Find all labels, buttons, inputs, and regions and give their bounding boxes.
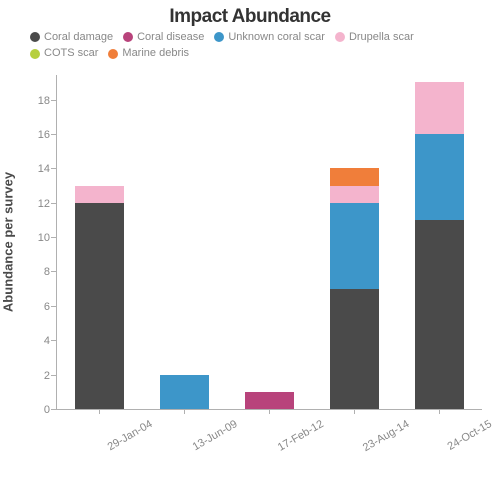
y-axis-label: Abundance per survey [1,172,16,312]
segment-marine_debris [330,168,379,185]
legend-label: Coral disease [137,30,204,44]
chart-title: Impact Abundance [0,0,500,28]
bar-17-Feb-12 [245,392,294,409]
legend-item-drupella_scar: Drupella scar [335,30,414,44]
bar-slot [57,75,142,409]
x-tick [269,409,270,414]
segment-drupella_scar [330,186,379,203]
x-tick [354,409,355,414]
x-label-slot: 13-Jun-09 [141,410,226,460]
y-tick: 18 [38,95,50,107]
y-tick: 8 [44,266,50,278]
marine_debris-swatch-icon [108,49,118,59]
plot-area [56,75,482,410]
segment-unknown_scar [415,134,464,220]
y-axis: Abundance per survey 024681012141618 [0,75,56,410]
segment-coral_damage [75,203,124,409]
bar-29-Jan-04 [75,186,124,409]
x-tick [184,409,185,414]
legend-label: Marine debris [122,46,189,60]
bar-slot [312,75,397,409]
segment-coral_damage [330,289,379,409]
unknown_scar-swatch-icon [214,32,224,42]
plot-region: Abundance per survey 024681012141618 29-… [0,75,500,410]
x-tick [439,409,440,414]
y-tick: 4 [44,335,50,347]
y-tick: 16 [38,129,50,141]
bar-13-Jun-09 [160,375,209,409]
impact-abundance-chart: { "chart": { "type": "stacked-bar", "tit… [0,0,500,500]
drupella_scar-swatch-icon [335,32,345,42]
x-tick [99,409,100,414]
segment-unknown_scar [330,203,379,289]
cots_scar-swatch-icon [30,49,40,59]
y-tick: 12 [38,198,50,210]
segment-coral_damage [415,220,464,409]
bars-container [57,75,482,409]
bar-slot [142,75,227,409]
y-tick: 6 [44,301,50,313]
legend-item-coral_damage: Coral damage [30,30,113,44]
legend-label: Unknown coral scar [228,30,325,44]
legend-item-cots_scar: COTS scar [30,46,98,60]
bar-24-Oct-15 [415,82,464,408]
x-label-slot: 29-Jan-04 [56,410,141,460]
legend-item-unknown_scar: Unknown coral scar [214,30,325,44]
x-axis: 29-Jan-0413-Jun-0917-Feb-1223-Aug-1424-O… [56,410,482,460]
segment-drupella_scar [75,186,124,203]
y-tick: 2 [44,370,50,382]
x-label-slot: 24-Oct-15 [397,410,482,460]
y-tick: 0 [44,404,50,416]
segment-drupella_scar [415,82,464,134]
bar-slot [397,75,482,409]
x-label-slot: 23-Aug-14 [312,410,397,460]
x-label-slot: 17-Feb-12 [226,410,311,460]
bar-23-Aug-14 [330,168,379,408]
segment-coral_disease [245,392,294,409]
legend-item-coral_disease: Coral disease [123,30,204,44]
y-tick: 10 [38,232,50,244]
coral_disease-swatch-icon [123,32,133,42]
legend-label: COTS scar [44,46,98,60]
segment-unknown_scar [160,375,209,409]
bar-slot [227,75,312,409]
y-tick: 14 [38,163,50,175]
coral_damage-swatch-icon [30,32,40,42]
legend-item-marine_debris: Marine debris [108,46,189,60]
legend-label: Coral damage [44,30,113,44]
x-tick-label: 24-Oct-15 [446,418,494,453]
legend: Coral damage Coral disease Unknown coral s… [0,28,500,69]
legend-label: Drupella scar [349,30,414,44]
